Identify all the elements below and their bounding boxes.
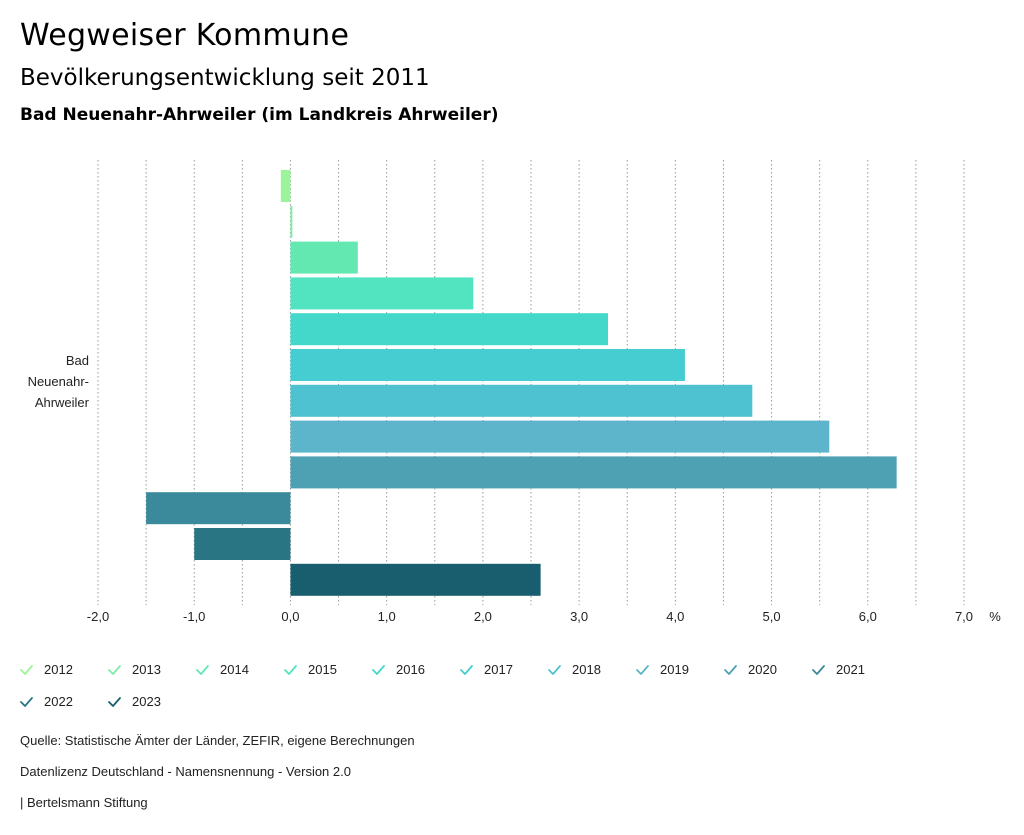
legend-label: 2021 <box>836 662 865 677</box>
bar-2022 <box>194 528 291 560</box>
check-icon <box>284 665 297 675</box>
legend-item-2019: 2019 <box>636 662 689 677</box>
x-tick-label: 7,0 <box>955 609 973 624</box>
legend-item-2014: 2014 <box>196 662 249 677</box>
bar-2021 <box>146 492 291 525</box>
x-tick-label: 6,0 <box>859 609 877 624</box>
legend-item-2017: 2017 <box>460 662 513 677</box>
bar-2017 <box>290 349 685 381</box>
source-note: Quelle: Statistische Ämter der Länder, Z… <box>20 733 415 748</box>
legend-item-2020: 2020 <box>724 662 777 677</box>
bar-2015 <box>290 277 474 310</box>
x-axis: -2,0 -1,0 0,0 1,0 2,0 3,0 4,0 5,0 6,0 7,0% <box>87 609 1001 624</box>
check-icon <box>196 665 209 675</box>
publisher-note: | Bertelsmann Stiftung <box>20 795 148 810</box>
x-unit-label: % <box>989 609 1001 624</box>
check-icon <box>20 697 33 707</box>
legend-item-2018: 2018 <box>548 662 601 677</box>
check-icon <box>20 665 33 675</box>
bar-2016 <box>290 313 608 346</box>
legend-item-2012: 2012 <box>20 662 73 677</box>
category-axis: Bad Neuenahr- Ahrweiler <box>28 353 90 410</box>
legend-item-2013: 2013 <box>108 662 161 677</box>
check-icon <box>108 697 121 707</box>
x-tick-label: -2,0 <box>87 609 109 624</box>
x-tick-label: 2,0 <box>474 609 492 624</box>
legend-item-2023: 2023 <box>108 694 161 709</box>
bar-2023 <box>290 563 541 596</box>
legend-label: 2015 <box>308 662 337 677</box>
legend-label: 2020 <box>748 662 777 677</box>
bar-2013 <box>290 205 293 238</box>
check-icon <box>724 665 737 675</box>
legend-label: 2017 <box>484 662 513 677</box>
x-tick-label: 3,0 <box>570 609 588 624</box>
bar-2018 <box>290 384 753 417</box>
legend-item-2021: 2021 <box>812 662 865 677</box>
page-title: Wegweiser Kommune <box>20 18 350 53</box>
legend-label: 2019 <box>660 662 689 677</box>
bars <box>146 170 897 596</box>
region-label: Bad Neuenahr-Ahrweiler (im Landkreis Ahr… <box>20 105 499 125</box>
legend-item-2015: 2015 <box>284 662 337 677</box>
legend-label: 2012 <box>44 662 73 677</box>
check-icon <box>812 665 825 675</box>
legend-label: 2018 <box>572 662 601 677</box>
legend-label: 2013 <box>132 662 161 677</box>
legend-label: 2023 <box>132 694 161 709</box>
bar-2020 <box>290 456 897 489</box>
legend-item-2022: 2022 <box>20 694 73 709</box>
check-icon <box>636 665 649 675</box>
legend-label: 2022 <box>44 694 73 709</box>
category-label: Ahrweiler <box>35 395 90 410</box>
bar-2019 <box>290 420 830 453</box>
bar-2014 <box>290 241 358 274</box>
legend: 2012 2013 2014 2015 2016 2017 2018 2019 2020 2021… <box>20 662 865 709</box>
x-tick-label: 0,0 <box>281 609 299 624</box>
check-icon <box>108 665 121 675</box>
bar-2012 <box>280 170 291 202</box>
check-icon <box>548 665 561 675</box>
category-label: Neuenahr- <box>28 374 89 389</box>
legend-label: 2016 <box>396 662 425 677</box>
category-label: Bad <box>66 353 89 368</box>
legend-item-2016: 2016 <box>372 662 425 677</box>
license-note: Datenlizenz Deutschland - Namensnennung … <box>20 764 351 779</box>
chart-subtitle: Bevölkerungsentwicklung seit 2011 <box>20 65 430 91</box>
legend-label: 2014 <box>220 662 249 677</box>
x-tick-label: 5,0 <box>763 609 781 624</box>
bar-chart: -2,0 -1,0 0,0 1,0 2,0 3,0 4,0 5,0 6,0 7,0% Bad Neu… <box>20 160 1001 709</box>
x-tick-label: -1,0 <box>183 609 205 624</box>
check-icon <box>372 665 385 675</box>
x-tick-label: 1,0 <box>378 609 396 624</box>
check-icon <box>460 665 473 675</box>
x-tick-label: 4,0 <box>666 609 684 624</box>
